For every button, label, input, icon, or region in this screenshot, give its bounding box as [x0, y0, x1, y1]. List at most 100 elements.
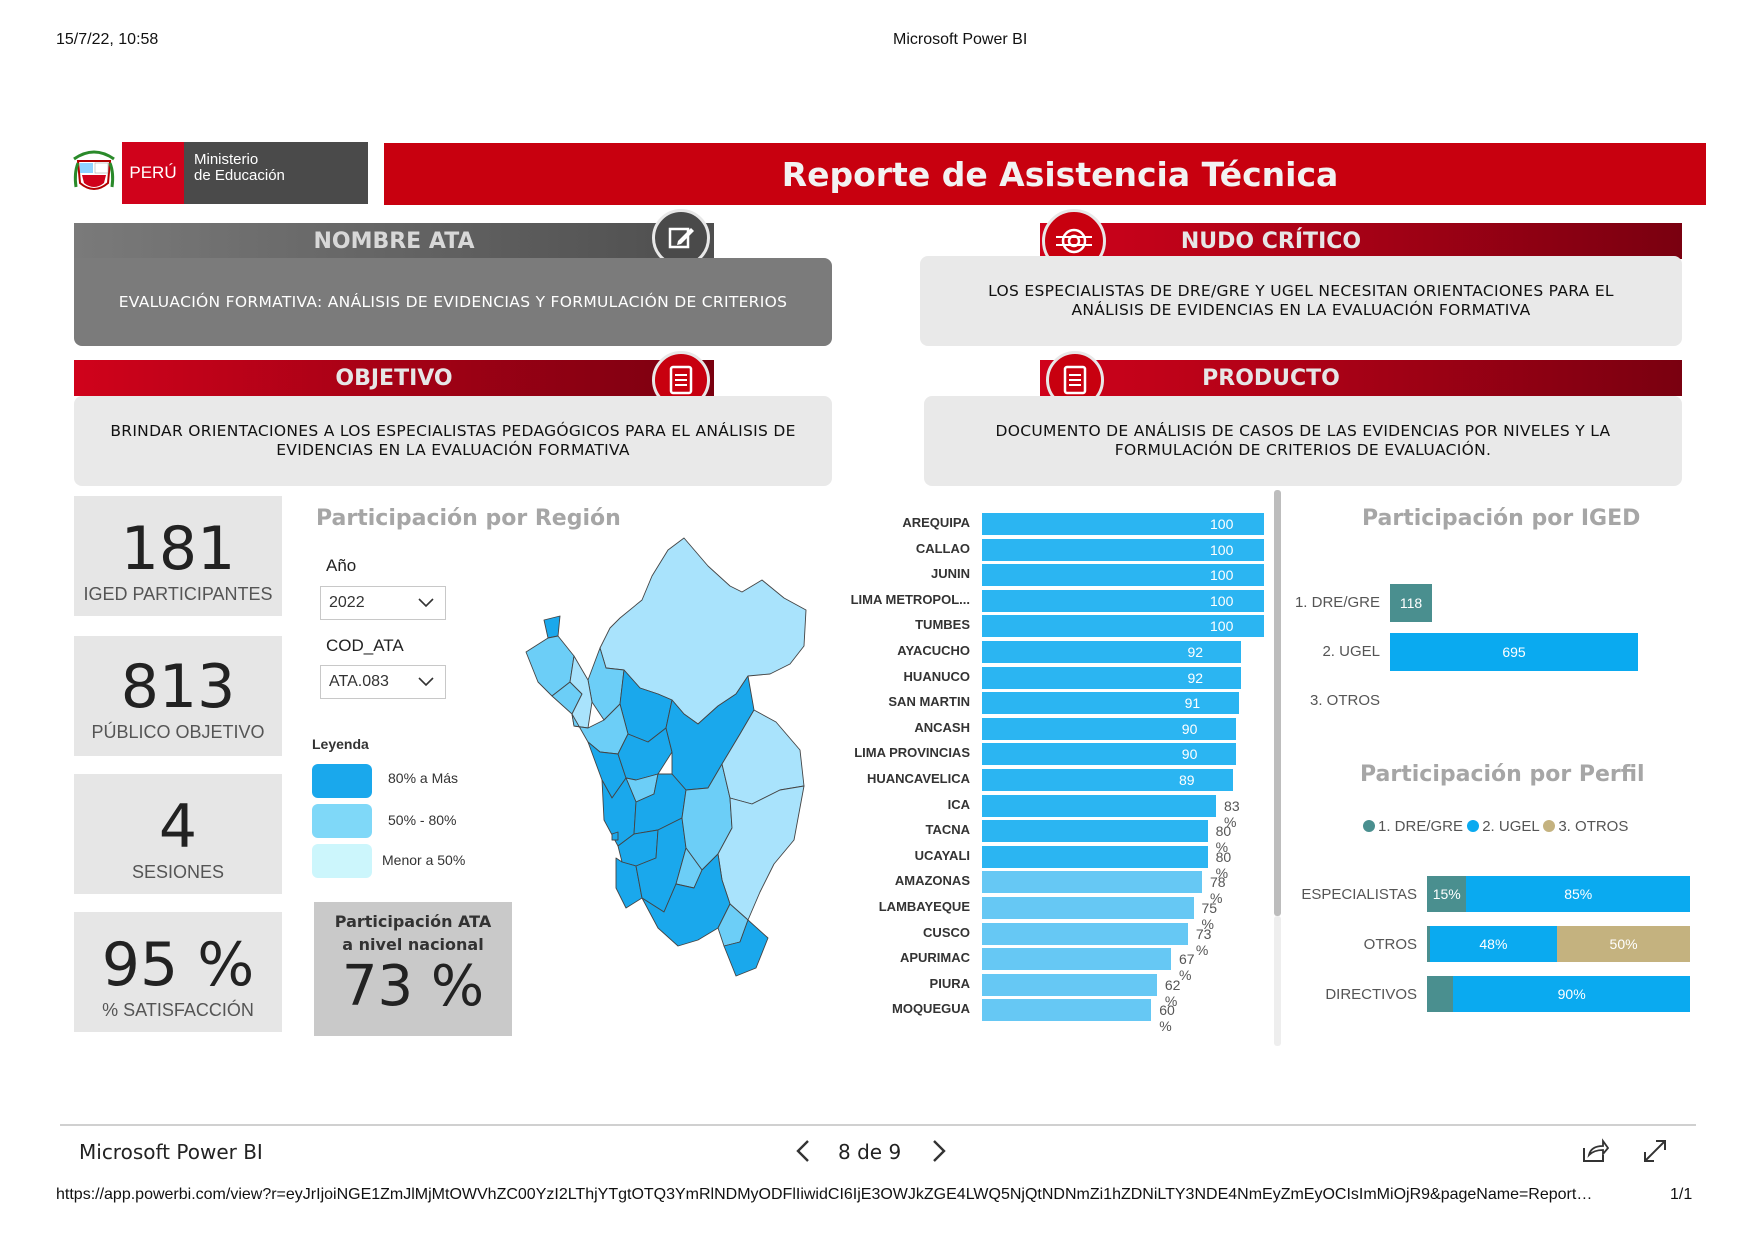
- bar-category-label: TACNA: [925, 822, 970, 838]
- bar-category-label: AREQUIPA: [902, 515, 970, 530]
- region-bar[interactable]: [982, 743, 1236, 766]
- bar-category-label: TUMBES: [915, 617, 970, 633]
- legend-item-otros[interactable]: 3. OTROS: [1543, 818, 1628, 835]
- legend-item-dre[interactable]: 1. DRE/GRE: [1363, 818, 1463, 835]
- region-bar[interactable]: [982, 922, 1188, 945]
- region-bar[interactable]: [982, 948, 1171, 971]
- previous-page-button[interactable]: [788, 1136, 818, 1166]
- chevron-down-icon: [417, 674, 435, 693]
- region-bar[interactable]: [982, 717, 1236, 740]
- next-page-button[interactable]: [924, 1136, 954, 1166]
- bar-category-label: AYACUCHO: [897, 643, 970, 658]
- region-panel-title: Participación por Región: [316, 506, 621, 531]
- region-bar[interactable]: [982, 513, 1264, 535]
- fullscreen-button[interactable]: [1640, 1136, 1670, 1166]
- nombre-ata-header-label: NOMBRE ATA: [313, 228, 475, 254]
- nudo-critico-header: NUDO CRÍTICO: [1040, 223, 1682, 259]
- nudo-critico-text: LOS ESPECIALISTAS DE DRE/GRE Y UGEL NECE…: [988, 282, 1614, 319]
- bar-chart-scrollbar[interactable]: [1274, 490, 1281, 916]
- kpi-card-sesiones: 4 SESIONES: [74, 774, 282, 894]
- bar-category-label: AMAZONAS: [894, 873, 970, 889]
- bar-category-label: PIURA: [929, 975, 970, 991]
- bar-category-label: CALLAO: [915, 540, 970, 556]
- cod-ata-dropdown[interactable]: ATA.083: [320, 665, 446, 699]
- nombre-ata-text: EVALUACIÓN FORMATIVA: ANÁLISIS DE EVIDEN…: [118, 292, 788, 311]
- print-title: Microsoft Power BI: [893, 31, 1028, 48]
- perfil-segment-value: 50%: [1609, 936, 1638, 952]
- perfil-segment[interactable]: 90%: [1453, 976, 1690, 1012]
- region-bar[interactable]: [982, 564, 1264, 587]
- chevron-right-icon: [933, 1140, 946, 1162]
- perfil-segment[interactable]: 48%: [1429, 926, 1558, 962]
- perfil-segment[interactable]: [1427, 976, 1454, 1012]
- bar-category-label: HUANUCO: [903, 668, 970, 684]
- perfil-segment-value: 85%: [1564, 886, 1593, 902]
- perfil-segment[interactable]: 15%: [1427, 876, 1467, 912]
- map-region-tacna: [723, 919, 769, 977]
- nudo-critico-text-box: LOS ESPECIALISTAS DE DRE/GRE Y UGEL NECE…: [920, 256, 1682, 346]
- iged-panel-title: Participación por IGED: [1362, 506, 1641, 531]
- bar-value-label: 62 %: [1164, 976, 1181, 1009]
- minedu-label: Ministerio de Educación: [184, 142, 368, 204]
- minedu-line-2: de Educación: [194, 167, 285, 184]
- perfil-legend: 1. DRE/GRE 2. UGEL 3. OTROS: [1363, 818, 1628, 835]
- peru-region-map[interactable]: [508, 528, 848, 1020]
- legend-label-mid: 50% - 80%: [388, 812, 457, 828]
- nudo-critico-header-label: NUDO CRÍTICO: [1180, 228, 1362, 254]
- perfil-category-label: DIRECTIVOS: [1325, 986, 1417, 1003]
- peru-label: PERÚ: [122, 142, 184, 204]
- region-bar[interactable]: [982, 794, 1217, 817]
- bar-value-label: 67 %: [1178, 951, 1195, 984]
- kpi-value: 95 %: [101, 930, 255, 1000]
- iged-bar[interactable]: 118: [1390, 584, 1433, 622]
- kpi-label: SESIONES: [131, 862, 225, 882]
- iged-category-label: 1. DRE/GRE: [1294, 594, 1380, 611]
- edit-icon: [652, 209, 710, 267]
- chevron-down-icon: [417, 595, 435, 614]
- bar-category-label: ANCASH: [914, 719, 970, 735]
- year-dropdown[interactable]: 2022: [320, 586, 446, 620]
- bar-value-label: 80 %: [1215, 823, 1232, 856]
- region-bar[interactable]: [982, 871, 1202, 894]
- toolbar-divider: [60, 1124, 1696, 1126]
- share-icon: [1583, 1138, 1609, 1162]
- iged-category-label: 3. OTROS: [1309, 692, 1380, 709]
- map-region-tumbes: [543, 615, 561, 639]
- region-bar[interactable]: [982, 897, 1194, 919]
- region-bar[interactable]: [982, 820, 1208, 843]
- perfil-segment[interactable]: [1427, 926, 1430, 962]
- bar-value-label: 83 %: [1224, 797, 1240, 830]
- bar-value-label: 73 %: [1195, 925, 1212, 958]
- region-bar[interactable]: [982, 589, 1264, 612]
- region-bar[interactable]: [982, 641, 1242, 663]
- region-bar[interactable]: [982, 999, 1152, 1022]
- bar-category-label: CUSCO: [923, 924, 970, 940]
- legend-title: Leyenda: [312, 736, 369, 752]
- chevron-left-icon: [796, 1140, 809, 1162]
- region-bar[interactable]: [982, 845, 1208, 868]
- region-bar[interactable]: [982, 538, 1264, 561]
- producto-text-box: DOCUMENTO DE ANÁLISIS DE CASOS DE LAS EV…: [924, 396, 1682, 486]
- share-button[interactable]: [1580, 1136, 1610, 1166]
- perfil-segment-value: 48%: [1479, 936, 1508, 952]
- region-bar[interactable]: [982, 666, 1242, 689]
- iged-bar[interactable]: 695: [1390, 633, 1638, 671]
- iged-bar-value: 695: [1502, 644, 1526, 660]
- region-bar[interactable]: [982, 973, 1157, 996]
- perfil-segment[interactable]: 50%: [1557, 926, 1690, 962]
- region-bar[interactable]: [982, 769, 1233, 791]
- region-bar[interactable]: [982, 692, 1239, 715]
- legend-dot: [1543, 820, 1556, 832]
- region-bar[interactable]: [982, 615, 1264, 638]
- map-region-arequipa: [641, 853, 731, 947]
- bar-category-label: SAN MARTIN: [888, 694, 970, 710]
- perfil-segment[interactable]: 85%: [1466, 876, 1690, 912]
- minedu-logo: PERÚ Ministerio de Educación: [66, 142, 368, 204]
- page-indicator: 8 de 9: [838, 1140, 902, 1164]
- ata-national-label-2: a nivel nacional: [342, 935, 484, 954]
- kpi-label: PÚBLICO OBJETIVO: [91, 722, 265, 742]
- legend-item-ugel[interactable]: 2. UGEL: [1467, 818, 1539, 835]
- bar-category-label: LIMA METROPOL...: [850, 591, 970, 607]
- bar-category-label: UCAYALI: [914, 847, 970, 863]
- perfil-category-label: OTROS: [1363, 936, 1417, 953]
